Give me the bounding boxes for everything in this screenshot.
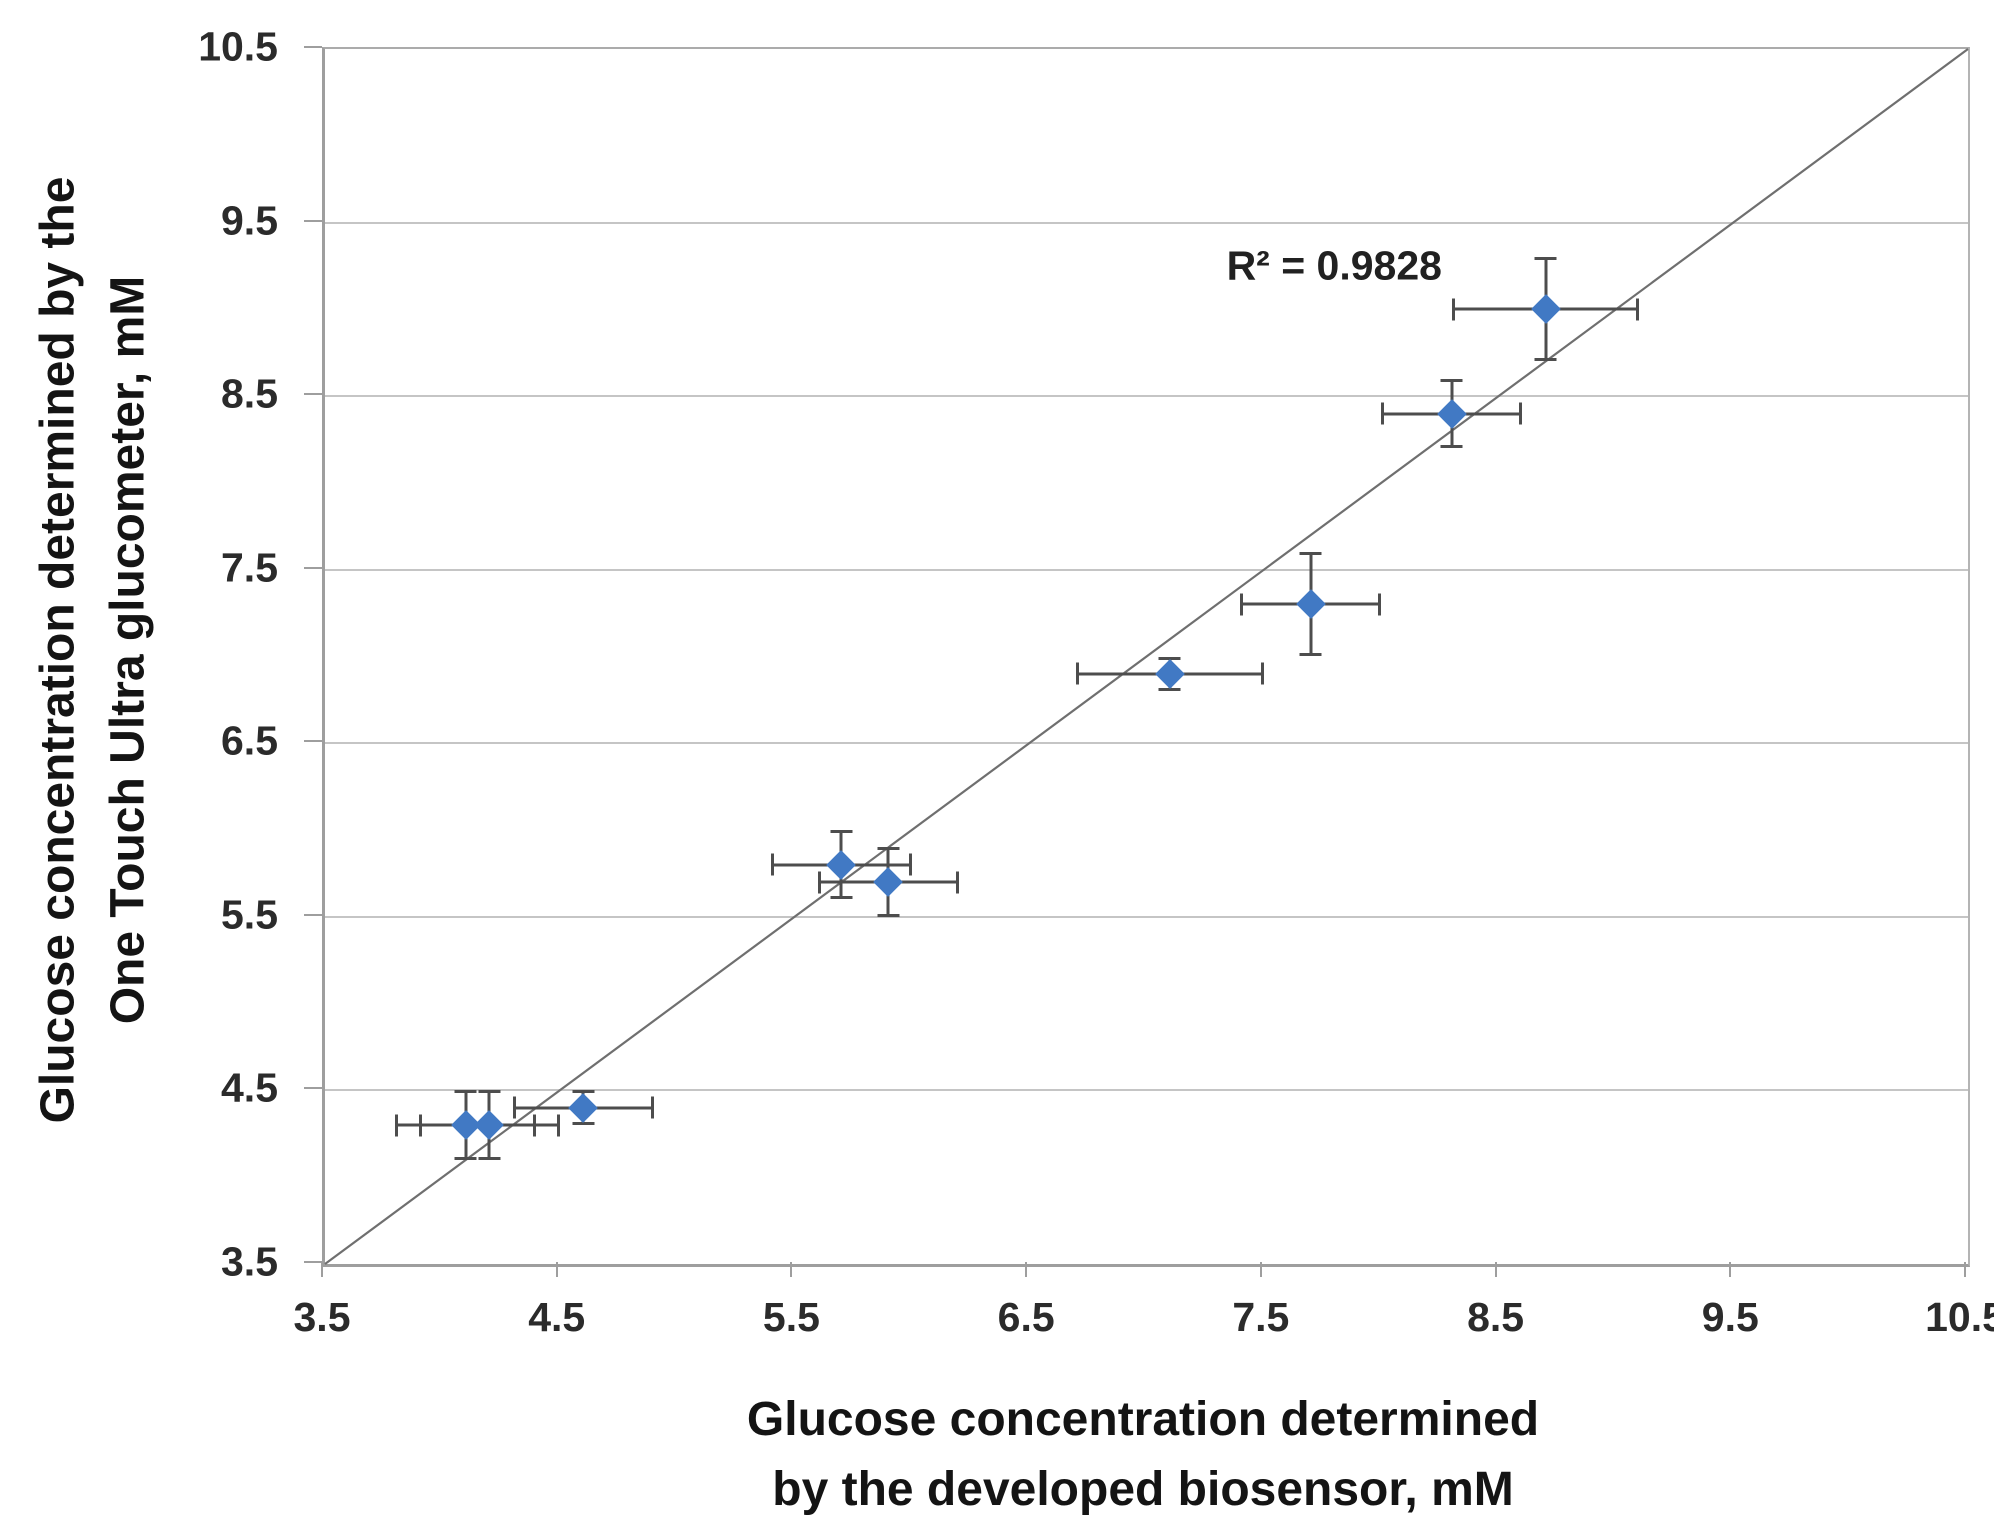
x-error-cap-left bbox=[1451, 298, 1455, 321]
gridline-y-8.5 bbox=[325, 395, 1968, 398]
x-error-cap-right bbox=[1519, 402, 1523, 425]
x-tickmark-7.5 bbox=[1259, 1262, 1262, 1277]
gridline-y-4.5 bbox=[325, 1089, 1968, 1092]
y-error-cap-top bbox=[1299, 552, 1322, 556]
y-ticklabel-9.5: 9.5 bbox=[221, 197, 278, 244]
gridline-y-9.5 bbox=[325, 221, 1968, 224]
trendline bbox=[325, 49, 1968, 1264]
y-ticklabel-3.5: 3.5 bbox=[221, 1238, 278, 1285]
y-error-cap-bottom bbox=[478, 1156, 501, 1160]
x-ticklabel-10.5: 10.5 bbox=[1925, 1294, 1994, 1340]
y-tickmark-3.5 bbox=[304, 1261, 322, 1263]
r-squared-annotation: R² = 0.9828 bbox=[1226, 242, 1442, 289]
x-ticklabel-9.5: 9.5 bbox=[1701, 1294, 1759, 1340]
y-ticklabel-6.5: 6.5 bbox=[221, 717, 278, 764]
y-ticklabel-4.5: 4.5 bbox=[221, 1064, 278, 1111]
y-tickmark-10.5 bbox=[304, 46, 322, 48]
x-axis-title: Glucose concentration determined by the … bbox=[747, 1385, 1539, 1524]
x-error-cap-right bbox=[908, 853, 912, 876]
x-error-cap-right bbox=[556, 1114, 560, 1137]
y-error-cap-top bbox=[1534, 257, 1557, 261]
x-ticklabel-6.5: 6.5 bbox=[997, 1294, 1055, 1340]
y-tickmark-4.5 bbox=[304, 1087, 322, 1090]
y-ticklabel-5.5: 5.5 bbox=[221, 891, 278, 938]
x-error-cap-right bbox=[1378, 593, 1382, 616]
y-error-cap-bottom bbox=[1299, 653, 1322, 657]
y-tickmark-7.5 bbox=[304, 566, 322, 569]
y-tickmark-5.5 bbox=[304, 913, 322, 916]
x-tickmark-4.5 bbox=[555, 1262, 558, 1277]
y-error-cap-bottom bbox=[1440, 445, 1463, 449]
x-tickmark-6.5 bbox=[1025, 1262, 1028, 1277]
y-error-cap-top bbox=[572, 1090, 595, 1094]
y-axis-tick-labels: 3.5 4.5 5.5 6.5 7.5 8.5 9.5 10.5 bbox=[0, 24, 300, 1285]
x-tickmark-8.5 bbox=[1494, 1262, 1497, 1277]
y-error-cap-top bbox=[877, 847, 900, 851]
y-axis-tick-marks bbox=[304, 46, 322, 1263]
y-tickmark-8.5 bbox=[304, 393, 322, 396]
x-error-cap-left bbox=[512, 1096, 516, 1119]
x-axis-title-line1: Glucose concentration determined bbox=[746, 1393, 1540, 1446]
y-error-cap-bottom bbox=[1534, 358, 1557, 362]
y-error-cap-top bbox=[1158, 656, 1181, 660]
x-ticklabel-8.5: 8.5 bbox=[1467, 1294, 1525, 1340]
y-ticklabel-8.5: 8.5 bbox=[221, 370, 278, 417]
x-error-cap-left bbox=[395, 1114, 399, 1137]
y-tickmark-9.5 bbox=[304, 219, 322, 222]
x-error-cap-right bbox=[1260, 662, 1264, 685]
x-error-cap-right bbox=[1636, 298, 1640, 321]
gridline-y-6.5 bbox=[325, 742, 1968, 745]
x-error-cap-left bbox=[1076, 662, 1080, 685]
gridline-y-7.5 bbox=[325, 568, 1968, 571]
x-error-cap-left bbox=[1381, 402, 1385, 425]
x-axis-title-line2: by the developed biosensor, mM bbox=[772, 1462, 1514, 1516]
y-ticklabel-7.5: 7.5 bbox=[221, 544, 278, 591]
y-error-cap-top bbox=[1440, 378, 1463, 382]
x-error-cap-left bbox=[770, 853, 774, 876]
gridline-y-5.5 bbox=[325, 915, 1968, 918]
x-ticklabel-3.5: 3.5 bbox=[293, 1294, 351, 1340]
y-error-cap-bottom bbox=[830, 896, 853, 900]
x-tickmark-3.5 bbox=[321, 1262, 323, 1277]
y-error-cap-top bbox=[478, 1090, 501, 1094]
plot-area: R² = 0.9828 bbox=[322, 47, 1970, 1267]
y-error-cap-bottom bbox=[572, 1122, 595, 1126]
x-ticklabel-7.5: 7.5 bbox=[1232, 1294, 1290, 1340]
x-axis-tick-marks bbox=[321, 1262, 1966, 1278]
x-tickmark-10.5 bbox=[1964, 1262, 1966, 1277]
x-error-cap-right bbox=[650, 1096, 654, 1119]
x-tickmark-9.5 bbox=[1729, 1262, 1732, 1277]
y-error-cap-bottom bbox=[454, 1156, 477, 1160]
x-error-cap-left bbox=[1240, 593, 1244, 616]
y-tickmark-6.5 bbox=[304, 740, 322, 743]
x-error-cap-right bbox=[955, 871, 959, 894]
y-error-cap-top bbox=[454, 1090, 477, 1094]
x-ticklabel-4.5: 4.5 bbox=[528, 1294, 586, 1340]
x-ticklabel-5.5: 5.5 bbox=[762, 1294, 820, 1340]
x-error-cap-left bbox=[418, 1114, 422, 1137]
y-error-cap-bottom bbox=[1158, 688, 1181, 692]
x-axis-tick-labels: 3.5 4.5 5.5 6.5 7.5 8.5 9.5 10.5 bbox=[294, 1294, 1994, 1354]
y-error-cap-top bbox=[830, 830, 853, 834]
y-ticklabel-10.5: 10.5 bbox=[198, 23, 278, 70]
y-error-cap-bottom bbox=[877, 913, 900, 917]
x-tickmark-5.5 bbox=[790, 1262, 793, 1277]
x-error-cap-left bbox=[817, 871, 821, 894]
